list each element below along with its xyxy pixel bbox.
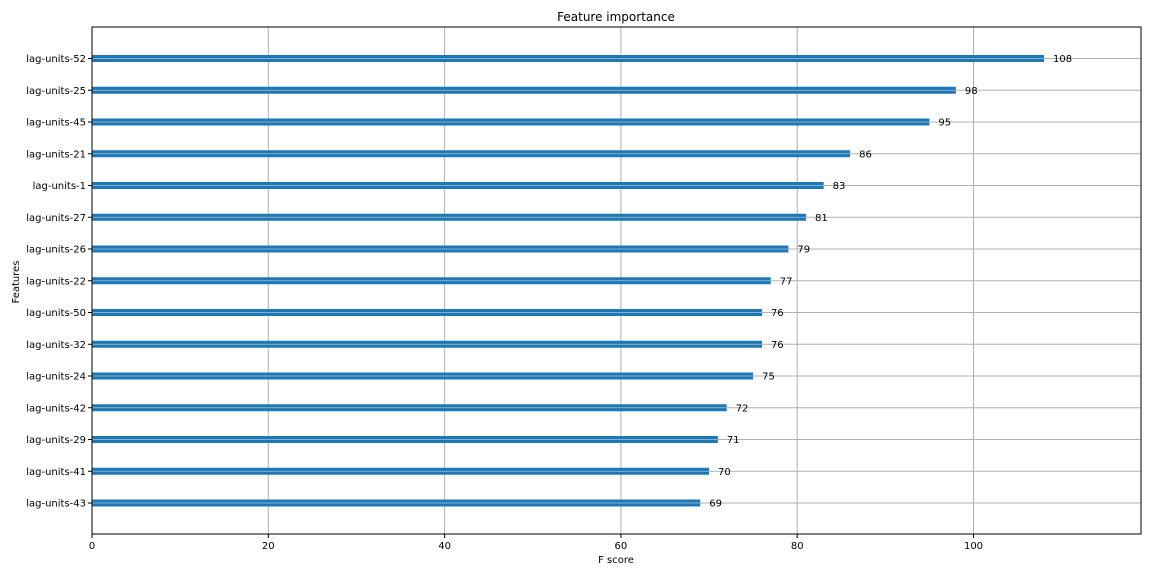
y-tick-label: lag-units-45 <box>26 118 86 129</box>
bar-value-label: 79 <box>797 245 810 256</box>
y-tick-label: lag-units-24 <box>26 372 86 383</box>
x-tick-label: 0 <box>89 541 95 552</box>
bar-value-label: 76 <box>771 340 784 351</box>
y-tick-label: lag-units-50 <box>26 308 86 319</box>
y-tick-label: lag-units-32 <box>26 340 86 351</box>
y-tick-labels: lag-units-52 lag-units-25 lag-units-45 lag-… <box>26 54 92 510</box>
bar-value-label: 95 <box>938 118 951 129</box>
bar-value-label: 69 <box>709 499 722 510</box>
bar-value-label: 108 <box>1053 54 1072 65</box>
bar-value-label: 81 <box>815 213 828 224</box>
bar-value-label: 71 <box>727 435 740 446</box>
y-tick-label: lag-units-26 <box>26 245 86 256</box>
x-axis-label: F score <box>598 555 634 566</box>
y-tick-label: lag-units-25 <box>26 86 86 97</box>
bar-value-label: 76 <box>771 308 784 319</box>
bar-value-label: 72 <box>736 403 749 414</box>
x-tick-label: 20 <box>262 541 275 552</box>
x-tick-label: 60 <box>615 541 628 552</box>
chart-title: Feature importance <box>557 10 675 24</box>
y-tick-label: lag-units-21 <box>26 149 86 160</box>
y-tick-label: lag-units-29 <box>26 435 86 446</box>
y-tick-label: lag-units-1 <box>33 181 86 192</box>
y-tick-label: lag-units-27 <box>26 213 86 224</box>
bar-value-label: 75 <box>762 372 775 383</box>
x-tick-label: 80 <box>791 541 804 552</box>
y-tick-label: lag-units-42 <box>26 403 86 414</box>
x-tick-label: 100 <box>964 541 983 552</box>
y-axis-label: Features <box>11 261 22 304</box>
plot-frame <box>91 26 1142 535</box>
bar-value-label: 86 <box>859 149 872 160</box>
y-tick-label: lag-units-22 <box>26 276 86 287</box>
bar-value-label: 98 <box>965 86 978 97</box>
data-labels: 108 98 95 86 83 81 79 77 76 76 75 72 71 70 69 <box>709 54 1072 510</box>
bar-value-label: 77 <box>780 276 793 287</box>
x-tick-labels: 0 20 40 60 80 100 <box>89 534 983 552</box>
y-tick-label: lag-units-41 <box>26 467 86 478</box>
x-tick-label: 40 <box>438 541 451 552</box>
bar-value-label: 70 <box>718 467 731 478</box>
bar-value-label: 83 <box>833 181 846 192</box>
y-tick-label: lag-units-43 <box>26 499 86 510</box>
y-tick-label: lag-units-52 <box>26 54 86 65</box>
bars <box>92 55 1045 507</box>
